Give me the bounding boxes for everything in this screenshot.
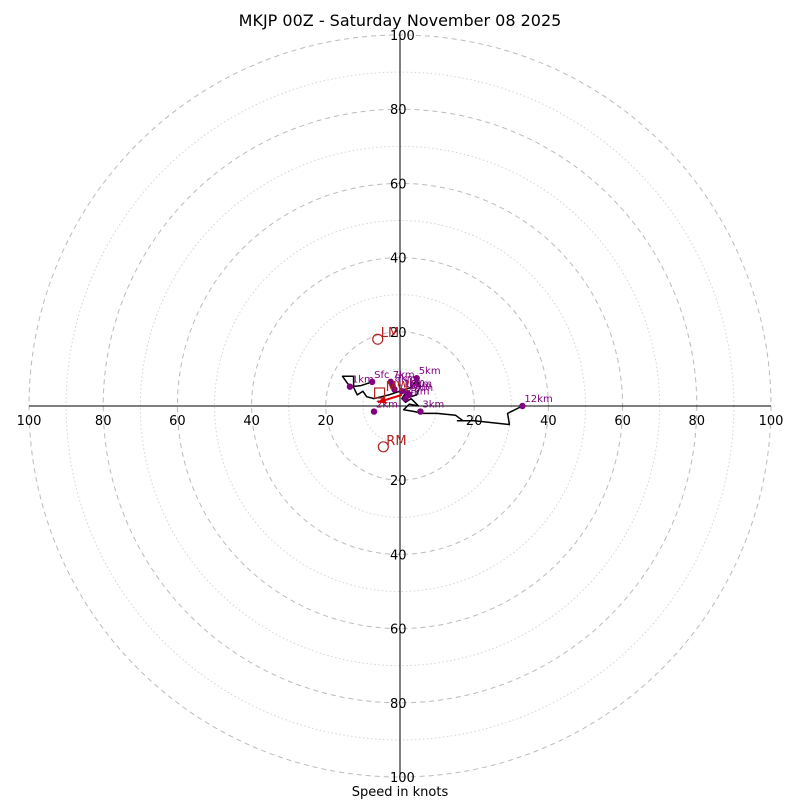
y-tick-label: 100	[390, 771, 415, 786]
storm-marker-rm	[377, 441, 389, 453]
height-label-sfc: Sfc	[374, 370, 389, 381]
axes	[29, 35, 771, 777]
height-label-3km: 3km	[422, 400, 444, 411]
height-label-8km: 8km	[395, 374, 417, 385]
mean-wind-label: MW	[386, 380, 410, 395]
x-tick-label: 80	[95, 414, 112, 429]
height-marker-9km	[406, 391, 413, 399]
height-label-2km: 2km	[376, 400, 398, 411]
y-tick-label: 20	[390, 474, 407, 489]
x-tick-label: 100	[17, 414, 42, 429]
y-tick-label: 80	[390, 697, 407, 712]
mean-wind-marker	[373, 387, 386, 399]
height-label-7km: 7km	[393, 370, 415, 381]
storm-marker-lm	[372, 333, 384, 345]
x-tick-label: 100	[759, 414, 784, 429]
x-tick-label: 20	[318, 414, 335, 429]
height-marker-12km	[519, 402, 526, 410]
x-tick-label: 80	[689, 414, 706, 429]
y-tick-label: 40	[390, 548, 407, 563]
x-tick-label: 60	[614, 414, 631, 429]
storm-motion-markers: LM RM MW	[372, 326, 410, 453]
storm-label-lm: LM	[381, 326, 399, 341]
y-tick-label: 60	[390, 623, 407, 638]
height-marker-5km	[413, 374, 420, 382]
y-tick-label: 100	[390, 29, 415, 44]
height-label-1km: 1km	[352, 375, 374, 386]
chart-title: MKJP 00Z - Saturday November 08 2025	[239, 11, 562, 30]
height-label-6km: 6km	[409, 381, 431, 392]
height-label-10km: 10km	[404, 379, 432, 390]
height-label-5km: 5km	[419, 366, 441, 377]
height-marker-11km	[391, 386, 398, 393]
y-tick-label: 60	[390, 177, 407, 192]
height-marker-1km	[346, 383, 354, 390]
height-marker-10km	[398, 387, 406, 395]
height-marker-3km	[417, 408, 424, 415]
storm-label-rm: RM	[386, 434, 406, 449]
tick-labels: 100 80 60 40 20 20 40 60 80 100204060801002040608…	[17, 29, 784, 786]
x-axis-label: Speed in knots	[352, 785, 449, 800]
height-label-4km: 4km	[408, 387, 430, 398]
height-marker-sfc	[368, 378, 376, 386]
y-tick-label: 40	[390, 252, 407, 267]
height-label-9km: 9km	[411, 383, 433, 394]
y-tick-label: 20	[390, 326, 407, 341]
x-tick-label: 40	[243, 414, 260, 429]
x-tick-label: 60	[169, 414, 186, 429]
x-tick-label: 40	[540, 414, 557, 429]
height-marker-2km	[370, 408, 378, 415]
height-label-12km: 12km	[524, 394, 552, 405]
height-label-11km: 11km	[396, 377, 424, 388]
y-tick-label: 80	[390, 103, 407, 118]
